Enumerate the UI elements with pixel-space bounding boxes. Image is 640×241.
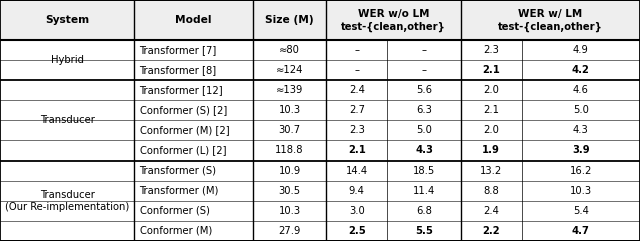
Text: 4.6: 4.6	[573, 85, 589, 95]
Text: 10.9: 10.9	[278, 166, 301, 175]
Text: 2.1: 2.1	[483, 105, 499, 115]
Text: 16.2: 16.2	[570, 166, 592, 175]
Text: –: –	[355, 65, 359, 75]
Text: 5.5: 5.5	[415, 226, 433, 236]
Text: Conformer (S) [2]: Conformer (S) [2]	[140, 105, 227, 115]
Text: Transformer [12]: Transformer [12]	[140, 85, 223, 95]
Text: 2.4: 2.4	[349, 85, 365, 95]
Text: 2.1: 2.1	[483, 65, 500, 75]
Text: 2.5: 2.5	[348, 226, 365, 236]
Bar	[0, 0, 640, 40]
Text: test-{clean,other}: test-{clean,other}	[341, 22, 446, 32]
Text: 4.3: 4.3	[415, 146, 433, 155]
Text: 3.9: 3.9	[572, 146, 589, 155]
Text: 118.8: 118.8	[275, 146, 304, 155]
Text: 6.3: 6.3	[416, 105, 432, 115]
Text: ≈124: ≈124	[276, 65, 303, 75]
Text: 6.8: 6.8	[416, 206, 432, 216]
Text: 2.1: 2.1	[348, 146, 365, 155]
Text: 5.0: 5.0	[416, 125, 432, 135]
Text: Conformer (M): Conformer (M)	[140, 226, 212, 236]
Text: 30.5: 30.5	[278, 186, 301, 196]
Text: 2.7: 2.7	[349, 105, 365, 115]
Text: Transformer [8]: Transformer [8]	[140, 65, 217, 75]
Text: ≈80: ≈80	[279, 45, 300, 55]
Text: –: –	[422, 65, 426, 75]
Text: Transformer (M): Transformer (M)	[140, 186, 219, 196]
Text: 18.5: 18.5	[413, 166, 435, 175]
Text: ≈139: ≈139	[276, 85, 303, 95]
Text: 4.7: 4.7	[572, 226, 589, 236]
Text: System: System	[45, 15, 89, 25]
Text: Conformer (S): Conformer (S)	[140, 206, 209, 216]
Text: 3.0: 3.0	[349, 206, 365, 216]
Text: –: –	[355, 45, 359, 55]
Text: 10.3: 10.3	[278, 206, 301, 216]
Text: WER w/ LM: WER w/ LM	[518, 9, 582, 19]
Text: 4.9: 4.9	[573, 45, 589, 55]
Text: 5.6: 5.6	[416, 85, 432, 95]
Text: Transformer [7]: Transformer [7]	[140, 45, 217, 55]
Text: 2.4: 2.4	[483, 206, 499, 216]
Text: 30.7: 30.7	[278, 125, 301, 135]
Text: 27.9: 27.9	[278, 226, 301, 236]
Text: 10.3: 10.3	[278, 105, 301, 115]
Text: 2.0: 2.0	[483, 125, 499, 135]
Text: Size (M): Size (M)	[266, 15, 314, 25]
Text: 2.3: 2.3	[483, 45, 499, 55]
Text: 13.2: 13.2	[480, 166, 502, 175]
Text: –: –	[422, 45, 426, 55]
Text: 2.3: 2.3	[349, 125, 365, 135]
Text: 9.4: 9.4	[349, 186, 365, 196]
Text: 2.0: 2.0	[483, 85, 499, 95]
Text: 1.9: 1.9	[483, 146, 500, 155]
Text: Model: Model	[175, 15, 212, 25]
Text: 14.4: 14.4	[346, 166, 368, 175]
Text: 5.0: 5.0	[573, 105, 589, 115]
Text: test-{clean,other}: test-{clean,other}	[498, 22, 603, 32]
Text: WER w/o LM: WER w/o LM	[358, 9, 429, 19]
Text: 5.4: 5.4	[573, 206, 589, 216]
Text: Transducer: Transducer	[40, 115, 95, 125]
Text: 4.3: 4.3	[573, 125, 589, 135]
Text: 2.2: 2.2	[483, 226, 500, 236]
Text: 10.3: 10.3	[570, 186, 592, 196]
Text: 11.4: 11.4	[413, 186, 435, 196]
Text: 4.2: 4.2	[572, 65, 589, 75]
Text: Transformer (S): Transformer (S)	[140, 166, 216, 175]
Text: Transducer
(Our Re-implementation): Transducer (Our Re-implementation)	[5, 190, 129, 212]
Text: Conformer (M) [2]: Conformer (M) [2]	[140, 125, 229, 135]
Text: 8.8: 8.8	[483, 186, 499, 196]
Text: Conformer (L) [2]: Conformer (L) [2]	[140, 146, 226, 155]
Text: Hybrid: Hybrid	[51, 55, 84, 65]
